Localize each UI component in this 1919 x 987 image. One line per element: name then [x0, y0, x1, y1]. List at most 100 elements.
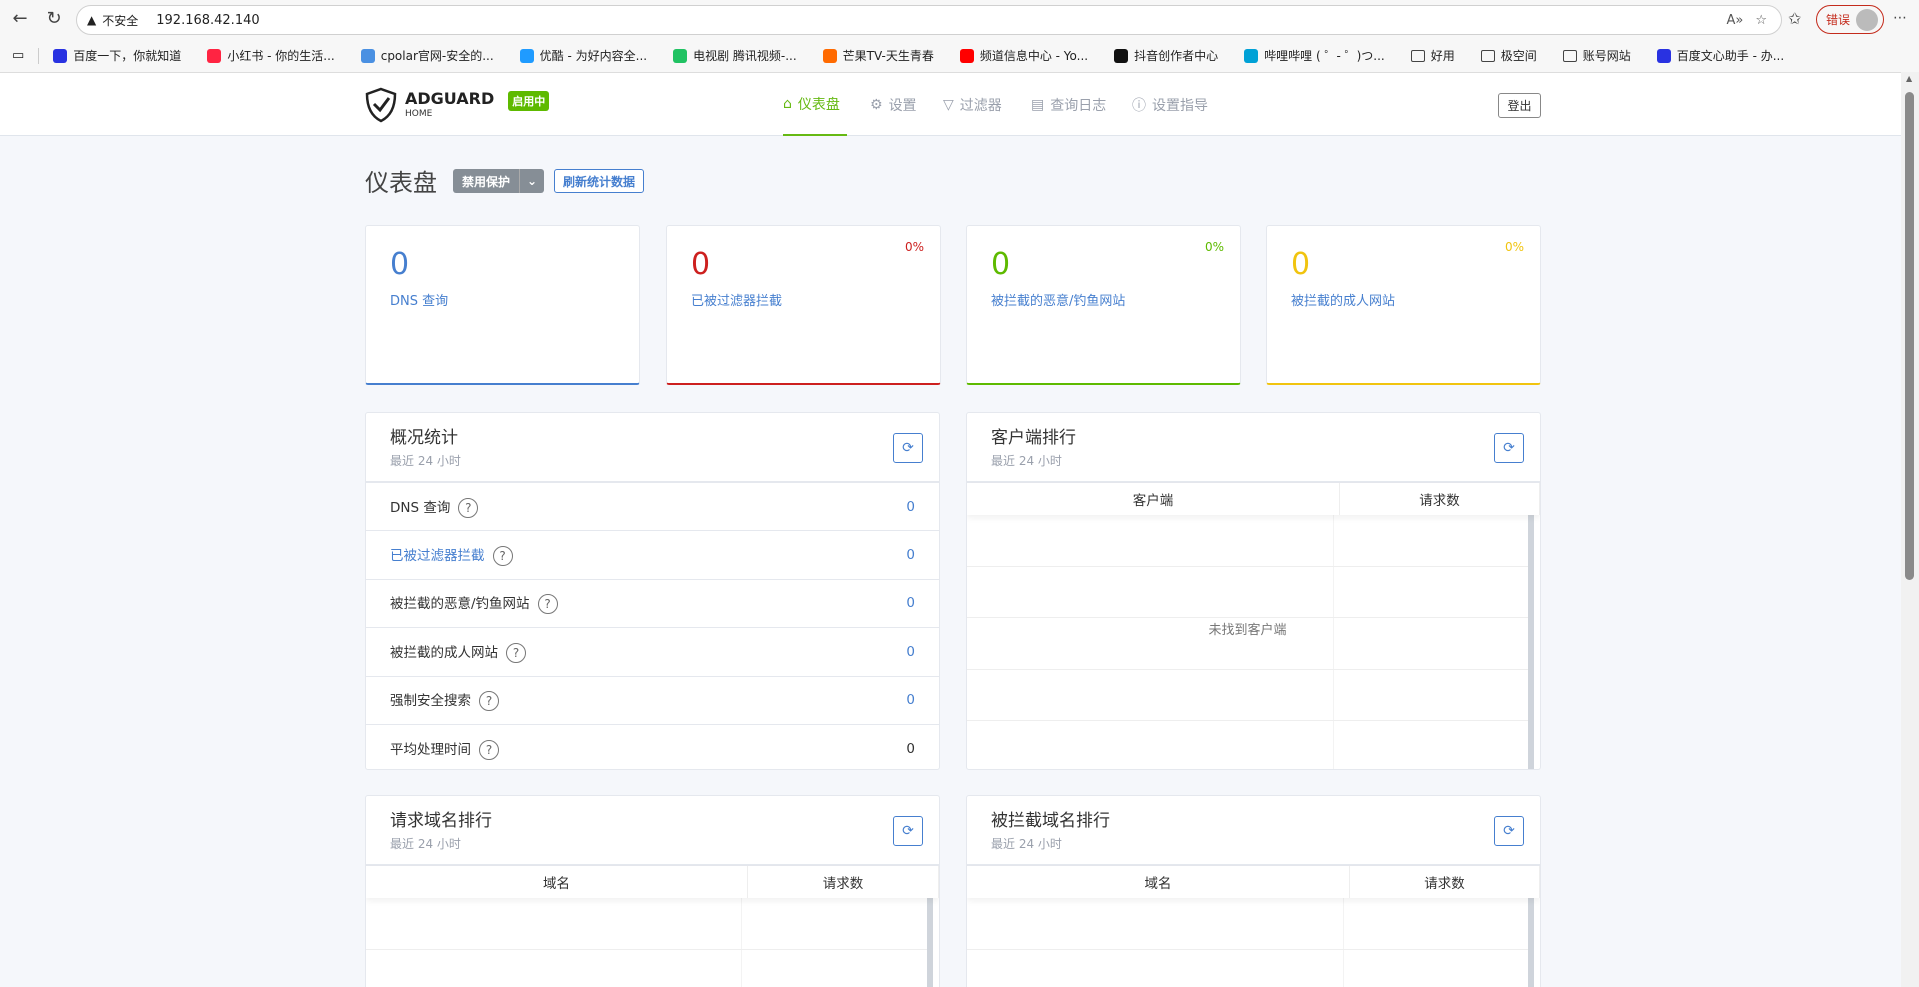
- site-favicon-icon: [519, 48, 534, 63]
- bookmark-item[interactable]: 极空间: [1480, 47, 1537, 64]
- refresh-icon[interactable]: ⟳: [1494, 433, 1524, 463]
- panel-title: 被拦截域名排行: [991, 811, 1110, 831]
- bookmark-label: 好用: [1430, 49, 1455, 63]
- help-icon[interactable]: ?: [479, 691, 499, 712]
- home-icon: ⌂: [783, 95, 792, 112]
- favorites-icon[interactable]: ✩: [1788, 9, 1802, 28]
- disable-protection-button[interactable]: 禁用保护: [453, 169, 521, 193]
- bookmark-item[interactable]: 百度一下，你就知道: [53, 47, 181, 64]
- stats-row-value: 0: [906, 498, 915, 515]
- bookmark-label: 芒果TV-天生青春: [842, 49, 934, 63]
- refresh-icon[interactable]: ⟳: [1494, 816, 1524, 846]
- help-icon[interactable]: ?: [506, 642, 526, 663]
- site-favicon-icon: [1244, 48, 1259, 63]
- stats-row-value: 0: [906, 595, 915, 612]
- top-clients-panel: 客户端排行 最近 24 小时 ⟳ 客户端 请求数 未找到客户端: [966, 412, 1541, 770]
- stat-card: 0 被拦截的成人网站 0%: [1266, 225, 1541, 385]
- divider: [38, 47, 40, 64]
- bookmark-item[interactable]: 百度文心助手 - 办...: [1656, 47, 1785, 64]
- bookmark-label: 哔哩哔哩 ( ゜- ゜)つ...: [1264, 49, 1385, 63]
- bookmark-item[interactable]: 频道信息中心 - Yo...: [959, 47, 1088, 64]
- nav-setup-guide[interactable]: ⓘ 设置指导: [1132, 73, 1208, 136]
- nav-settings[interactable]: ⚙ 设置: [870, 73, 917, 136]
- stat-card: 0 被拦截的恶意/钓鱼网站 0%: [966, 225, 1241, 385]
- refresh-icon[interactable]: ⟳: [893, 816, 923, 846]
- column-header-domain[interactable]: 域名: [967, 866, 1350, 898]
- chevron-down-icon[interactable]: ⌄: [526, 174, 538, 188]
- empty-message: 未找到客户端: [1188, 619, 1307, 642]
- refresh-icon[interactable]: ⟳: [893, 433, 923, 463]
- nav-filters[interactable]: ▽ 过滤器: [943, 73, 1002, 136]
- panel-subtitle: 最近 24 小时: [390, 454, 461, 468]
- warning-icon: ▲: [87, 13, 97, 27]
- site-favicon-icon: [53, 48, 68, 63]
- stats-row-label: 强制安全搜索: [390, 693, 471, 710]
- nav-label: 设置指导: [1152, 97, 1208, 114]
- favorite-star-icon[interactable]: ☆: [1755, 12, 1767, 28]
- avatar: [1856, 8, 1879, 31]
- bookmark-item[interactable]: 小红书 - 你的生活...: [207, 47, 335, 64]
- bookmark-item[interactable]: 好用: [1410, 47, 1455, 64]
- filter-icon: ▽: [943, 96, 954, 113]
- back-icon[interactable]: ←: [12, 8, 28, 29]
- address-bar[interactable]: ▲ 不安全 192.168.42.140 A» ☆: [76, 5, 1782, 35]
- status-badge: 启用中: [508, 91, 550, 111]
- bookmark-item[interactable]: cpolar官网-安全的...: [360, 47, 494, 64]
- logout-button[interactable]: 登出: [1498, 93, 1541, 118]
- stat-card: 0 已被过滤器拦截 0%: [666, 225, 941, 385]
- bookmark-item[interactable]: 哔哩哔哩 ( ゜- ゜)つ...: [1244, 47, 1385, 64]
- panel-subtitle: 最近 24 小时: [390, 837, 461, 851]
- bookmark-item[interactable]: 芒果TV-天生青春: [822, 47, 934, 64]
- site-favicon-icon: [1656, 48, 1671, 63]
- app-header: ADGUARD HOME 启用中 ⌂ 仪表盘 ⚙ 设置 ▽ 过滤器 ▤ 查询日志 ⓘ 设置…: [0, 73, 1901, 136]
- logo[interactable]: ADGUARD HOME 启用中: [365, 87, 550, 123]
- column-header-client[interactable]: 客户端: [967, 483, 1340, 515]
- help-icon[interactable]: ?: [458, 497, 479, 518]
- read-aloud-icon[interactable]: A»: [1726, 12, 1744, 28]
- browser-toolbar: ← ↻ ▲ 不安全 192.168.42.140 A» ☆ ✩ 错误 ⋯: [0, 0, 1919, 39]
- bookmark-label: 百度文心助手 - 办...: [1676, 49, 1785, 63]
- bookmark-label: 抖音创作者中心: [1134, 49, 1219, 63]
- gear-icon: ⚙: [870, 96, 883, 113]
- profile-button[interactable]: 错误: [1816, 5, 1884, 34]
- stat-label: 被拦截的恶意/钓鱼网站: [991, 294, 1126, 309]
- general-stats-panel: 概况统计 最近 24 小时 ⟳ DNS 查询? 0 已被过滤器拦截? 0 被拦截的恶意/…: [365, 412, 940, 770]
- column-header-requests[interactable]: 请求数: [1350, 866, 1540, 898]
- column-header-requests[interactable]: 请求数: [1340, 483, 1540, 515]
- document-icon: ▤: [1031, 96, 1045, 113]
- page-title: 仪表盘: [365, 169, 437, 197]
- more-icon[interactable]: ⋯: [1893, 10, 1907, 26]
- bookmark-label: 百度一下，你就知道: [73, 49, 182, 63]
- nav-dashboard[interactable]: ⌂ 仪表盘: [783, 73, 847, 136]
- panel-title: 概况统计: [390, 428, 458, 448]
- stat-value: 0: [991, 247, 1011, 282]
- bookmark-item[interactable]: 抖音创作者中心: [1114, 47, 1218, 64]
- bookmark-label: cpolar官网-安全的...: [380, 49, 494, 63]
- bookmark-item[interactable]: 电视剧 腾讯视频-...: [673, 47, 797, 64]
- help-icon[interactable]: ?: [492, 546, 513, 567]
- scroll-up-icon[interactable]: ▲: [1906, 74, 1913, 83]
- reload-icon[interactable]: ↻: [46, 8, 62, 29]
- stats-row: 已被过滤器拦截? 0: [366, 531, 939, 580]
- page-scrollbar[interactable]: ▲: [1901, 72, 1919, 987]
- scrollbar-thumb[interactable]: [1905, 92, 1914, 580]
- bookmark-label: 优酷 - 为好内容全...: [539, 49, 648, 63]
- stats-row-value: 0: [906, 547, 915, 564]
- stat-card: 0 DNS 查询: [365, 225, 640, 385]
- stat-value: 0: [1291, 247, 1311, 282]
- site-favicon-icon: [1114, 48, 1129, 63]
- stat-label: DNS 查询: [390, 294, 449, 309]
- nav-query-log[interactable]: ▤ 查询日志: [1031, 73, 1106, 136]
- bookmark-item[interactable]: 账号网站: [1562, 47, 1631, 64]
- help-icon[interactable]: ?: [537, 594, 558, 615]
- refresh-stats-button[interactable]: 刷新统计数据: [554, 169, 645, 193]
- bookmark-item[interactable]: 优酷 - 为好内容全...: [519, 47, 648, 64]
- security-label[interactable]: 不安全: [102, 13, 139, 28]
- column-header-requests[interactable]: 请求数: [748, 866, 939, 898]
- stats-row-label[interactable]: 已被过滤器拦截: [390, 548, 485, 565]
- stats-row-label: 平均处理时间: [390, 742, 471, 759]
- column-header-domain[interactable]: 域名: [366, 866, 748, 898]
- help-icon[interactable]: ?: [479, 740, 499, 761]
- stats-row: DNS 查询? 0: [366, 483, 939, 532]
- tab-actions-icon[interactable]: ▭: [12, 48, 25, 63]
